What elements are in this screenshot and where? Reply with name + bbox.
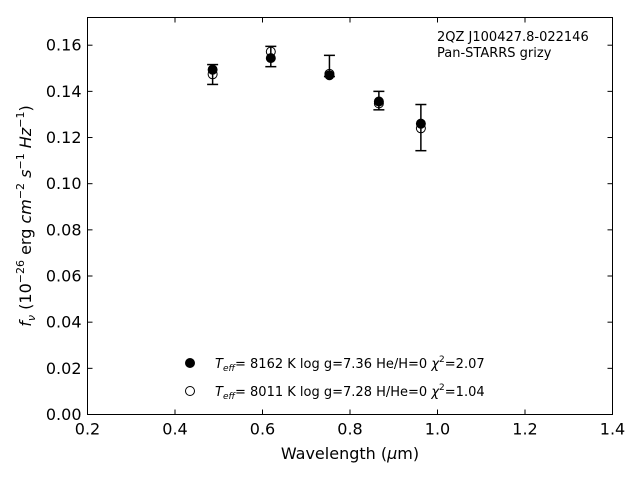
open-point xyxy=(324,68,335,79)
legend-entry-2: Teff= 8011 K log g=7.28 H/He=0 χ2=1.04 xyxy=(215,383,485,402)
error-bars xyxy=(207,45,427,152)
open-point xyxy=(265,46,276,57)
open-point xyxy=(415,123,426,134)
legend-marker-open xyxy=(185,386,195,396)
x-tick-label: 0.2 xyxy=(75,420,100,439)
y-axis-label: fν (10−26 erg cm−2 s−1 Hz−1) xyxy=(14,105,38,326)
legend-entry-1: Teff= 8162 K log g=7.36 He/H=0 χ2=2.07 xyxy=(215,355,485,374)
open-point xyxy=(373,98,384,109)
annotation-line-1: 2QZ J100427.8-022146 xyxy=(437,30,589,45)
y-tick-label: 0.16 xyxy=(46,36,82,55)
annotation-line-2: Pan-STARRS grizy xyxy=(437,46,552,61)
open-point xyxy=(207,69,218,80)
y-tick-label: 0.10 xyxy=(46,174,82,193)
plot-frame xyxy=(87,17,613,415)
x-axis-label: Wavelength (μm) xyxy=(281,444,419,463)
x-tick-label: 1.0 xyxy=(425,420,450,439)
x-tick-label: 0.6 xyxy=(250,420,275,439)
legend-marker-filled xyxy=(185,358,195,368)
y-tick-label: 0.12 xyxy=(46,128,82,147)
y-tick-label: 0.06 xyxy=(46,267,82,286)
legend: Teff= 8162 K log g=7.36 He/H=0 χ2=2.07 T… xyxy=(185,355,485,402)
y-tick-label: 0.08 xyxy=(46,220,82,239)
x-tick-label: 1.2 xyxy=(512,420,537,439)
axis-ticks xyxy=(87,17,613,415)
y-tick-label: 0.14 xyxy=(46,82,82,101)
x-tick-label: 1.4 xyxy=(600,420,625,439)
x-tick-label: 0.8 xyxy=(337,420,362,439)
x-tick-labels: 0.2 0.4 0.6 0.8 1.0 1.2 1.4 xyxy=(75,420,625,439)
x-tick-label: 0.4 xyxy=(162,420,187,439)
y-tick-labels: 0.00 0.02 0.04 0.06 0.08 0.10 0.12 0.14 0.16 xyxy=(46,36,82,424)
y-tick-label: 0.04 xyxy=(46,313,82,332)
y-tick-label: 0.00 xyxy=(46,405,82,424)
y-tick-label: 0.02 xyxy=(46,359,82,378)
data-markers xyxy=(207,46,426,134)
